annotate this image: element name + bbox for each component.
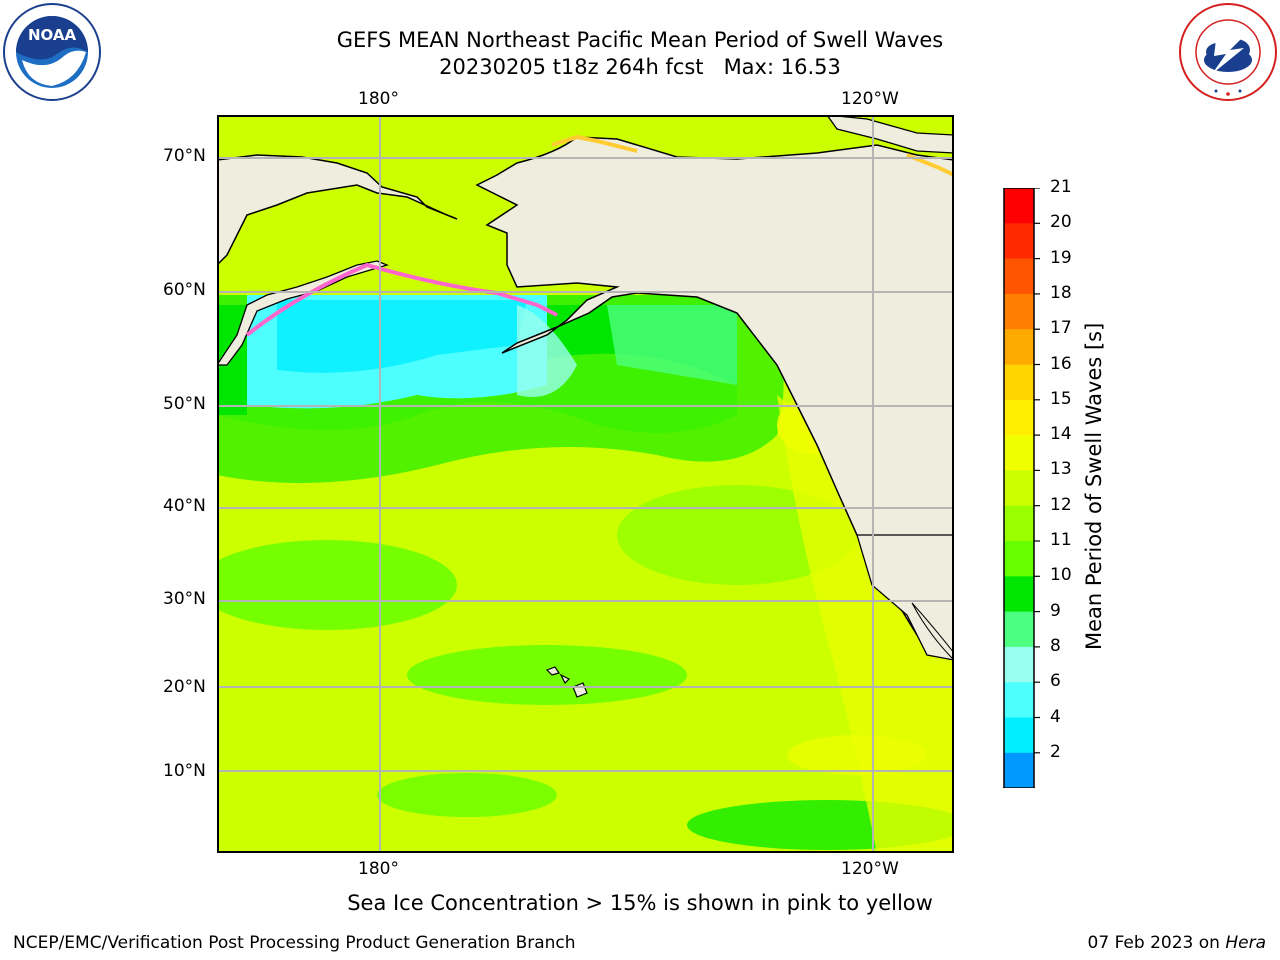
footer-host: Hera: [1225, 933, 1266, 953]
colorbar-tick-label: 12: [1050, 494, 1072, 515]
field-9s-patch: [517, 305, 577, 397]
colorbar-tick-label: 20: [1050, 212, 1072, 233]
footer-credit: NCEP/EMC/Verification Post Processing Pr…: [13, 933, 576, 953]
noaa-logo: NOAA: [2, 2, 102, 102]
colorbar-bin: [1004, 505, 1034, 542]
nws-logo: [1178, 2, 1278, 102]
colorbar-tick-label: 9: [1050, 600, 1061, 621]
colorbar-bin: [1004, 435, 1034, 471]
land-baja: [911, 602, 954, 661]
lat-label-60n: 60°N: [163, 280, 206, 300]
sea-ice-note: Sea Ice Concentration > 15% is shown in …: [347, 891, 933, 915]
bottom-lon-label-180: 180°: [358, 859, 399, 879]
footer-date: 07 Feb 2023 on Hera: [1088, 933, 1266, 953]
colorbar-tick-label: 4: [1050, 706, 1061, 727]
field-13s-east: [777, 395, 954, 853]
lat-label-70n: 70°N: [163, 146, 206, 166]
colorbar-bin: [1004, 717, 1034, 754]
swell-period-map: [217, 115, 954, 853]
field-patch-2: [407, 645, 687, 705]
land-alaska-canada: [475, 136, 954, 853]
colorbar-tick-label: 16: [1050, 353, 1072, 374]
lat-label-10n: 10°N: [163, 761, 206, 781]
land-siberia: [217, 154, 458, 267]
colorbar-bin: [1004, 682, 1034, 718]
colorbar-tick-label: 2: [1050, 741, 1061, 762]
field-patch-3: [377, 773, 557, 817]
colorbar-bin: [1004, 611, 1034, 648]
lat-label-30n: 30°N: [163, 589, 206, 609]
colorbar-tick-label: 17: [1050, 318, 1072, 339]
colorbar-bin: [1004, 293, 1034, 330]
map-border: [217, 115, 954, 853]
colorbar-bin: [1004, 470, 1034, 507]
colorbar-label: Mean Period of Swell Waves [s]: [1082, 322, 1106, 650]
colorbar-tick-label: 6: [1050, 671, 1061, 692]
field-6s-north: [277, 300, 527, 373]
map-gridlines: [217, 115, 954, 853]
colorbar-bin: [1004, 188, 1034, 224]
sea-ice-edge-arctic: [551, 134, 638, 153]
colorbar-bin: [1004, 258, 1034, 295]
land-hawaii: [545, 666, 588, 698]
colorbar-tick-label: 14: [1050, 424, 1072, 445]
land-kamchatka: [217, 260, 389, 366]
land-arctic-islands: [826, 115, 954, 154]
lat-label-20n: 20°N: [163, 677, 206, 697]
bottom-lon-label-120w: 120°W: [841, 859, 899, 879]
colorbar-svg: [1002, 187, 1040, 818]
chart-title: GEFS MEAN Northeast Pacific Mean Period …: [336, 28, 944, 52]
lat-label-50n: 50°N: [163, 394, 206, 414]
colorbar-bin: [1004, 576, 1034, 613]
chart-subtitle: 20230205 t18z 264h fcst Max: 16.53: [439, 55, 841, 79]
colorbar-tick-labels: 21 20 19 18 17 16 15 14 13 12 11 10 9 8 6 4 2: [1050, 177, 1090, 768]
field-14s-south: [787, 735, 927, 775]
colorbar-bin: [1004, 752, 1034, 789]
colorbar-bin: [1004, 541, 1034, 577]
colorbar-tick-label: 11: [1050, 530, 1072, 550]
colorbar-bin: [1004, 329, 1034, 365]
colorbar-bin: [1004, 646, 1034, 683]
colorbar: [1002, 187, 1043, 818]
colorbar-tick-label: 8: [1050, 635, 1061, 656]
sea-ice-edge-bering: [245, 262, 558, 337]
colorbar-bin: [1004, 399, 1034, 436]
footer-date-text: 07 Feb 2023 on: [1087, 933, 1220, 953]
noaa-logo-text: NOAA: [28, 26, 77, 44]
top-lon-label-120w: 120°W: [841, 89, 899, 109]
colorbar-tick-label: 21: [1050, 177, 1072, 197]
field-patch-1: [217, 540, 457, 630]
colorbar-tick-label: 13: [1050, 459, 1072, 480]
top-lon-label-180: 180°: [358, 89, 399, 109]
colorbar-tick-label: 18: [1050, 282, 1072, 303]
colorbar-bin: [1004, 223, 1034, 260]
colorbar-tick-label: 15: [1050, 388, 1072, 409]
lat-label-40n: 40°N: [163, 496, 206, 516]
colorbar-tick-label: 19: [1050, 247, 1072, 268]
colorbar-bin: [1004, 364, 1034, 401]
colorbar-tick-label: 10: [1050, 565, 1072, 586]
map-panel: [217, 115, 954, 853]
field-gulf-alaska: [607, 305, 737, 385]
